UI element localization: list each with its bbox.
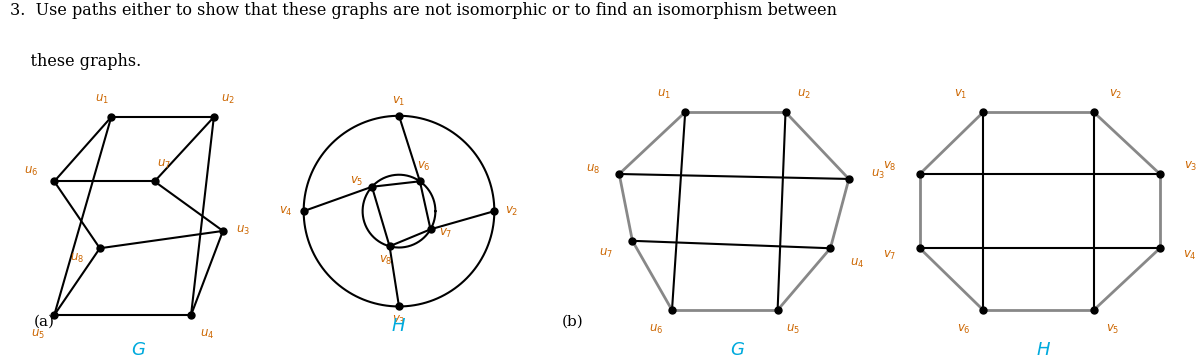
Text: (a): (a)	[34, 315, 55, 329]
Text: $u_7$: $u_7$	[599, 247, 613, 260]
Text: $H$: $H$	[391, 317, 407, 335]
Text: $v_4$: $v_4$	[280, 205, 293, 218]
Text: $v_7$: $v_7$	[883, 249, 896, 262]
Text: $u_8$: $u_8$	[586, 162, 600, 175]
Text: $u_8$: $u_8$	[70, 252, 84, 265]
Text: $u_5$: $u_5$	[786, 323, 800, 336]
Text: $G$: $G$	[731, 341, 745, 359]
Text: $u_3$: $u_3$	[236, 224, 251, 237]
Text: $v_8$: $v_8$	[883, 160, 896, 173]
Text: $v_8$: $v_8$	[379, 254, 392, 267]
Text: $u_4$: $u_4$	[850, 257, 864, 270]
Text: these graphs.: these graphs.	[10, 53, 140, 70]
Text: $v_2$: $v_2$	[1109, 88, 1122, 101]
Text: $v_4$: $v_4$	[1183, 249, 1198, 262]
Text: $u_4$: $u_4$	[200, 328, 214, 341]
Text: $v_6$: $v_6$	[958, 323, 971, 336]
Text: $v_1$: $v_1$	[392, 95, 406, 108]
Text: $v_5$: $v_5$	[349, 175, 364, 188]
Text: $u_6$: $u_6$	[24, 165, 38, 178]
Text: $u_3$: $u_3$	[871, 167, 884, 181]
Text: $u_1$: $u_1$	[658, 88, 671, 101]
Text: $v_2$: $v_2$	[505, 205, 518, 218]
Text: $v_7$: $v_7$	[438, 227, 452, 240]
Text: $u_2$: $u_2$	[221, 93, 234, 106]
Text: $v_1$: $v_1$	[954, 88, 968, 101]
Text: (b): (b)	[562, 315, 583, 329]
Text: $u_5$: $u_5$	[31, 328, 46, 341]
Text: $u_1$: $u_1$	[95, 93, 109, 106]
Text: $v_6$: $v_6$	[418, 160, 431, 173]
Text: $v_3$: $v_3$	[1183, 160, 1198, 173]
Text: $v_3$: $v_3$	[392, 314, 406, 327]
Text: $G$: $G$	[131, 341, 146, 359]
Text: $v_5$: $v_5$	[1106, 323, 1120, 336]
Text: $H$: $H$	[1037, 341, 1051, 359]
Text: $u_6$: $u_6$	[649, 323, 664, 336]
Text: 3.  Use paths either to show that these graphs are not isomorphic or to find an : 3. Use paths either to show that these g…	[10, 2, 836, 19]
Text: $u_2$: $u_2$	[797, 88, 811, 101]
Text: $u_7$: $u_7$	[157, 158, 170, 171]
